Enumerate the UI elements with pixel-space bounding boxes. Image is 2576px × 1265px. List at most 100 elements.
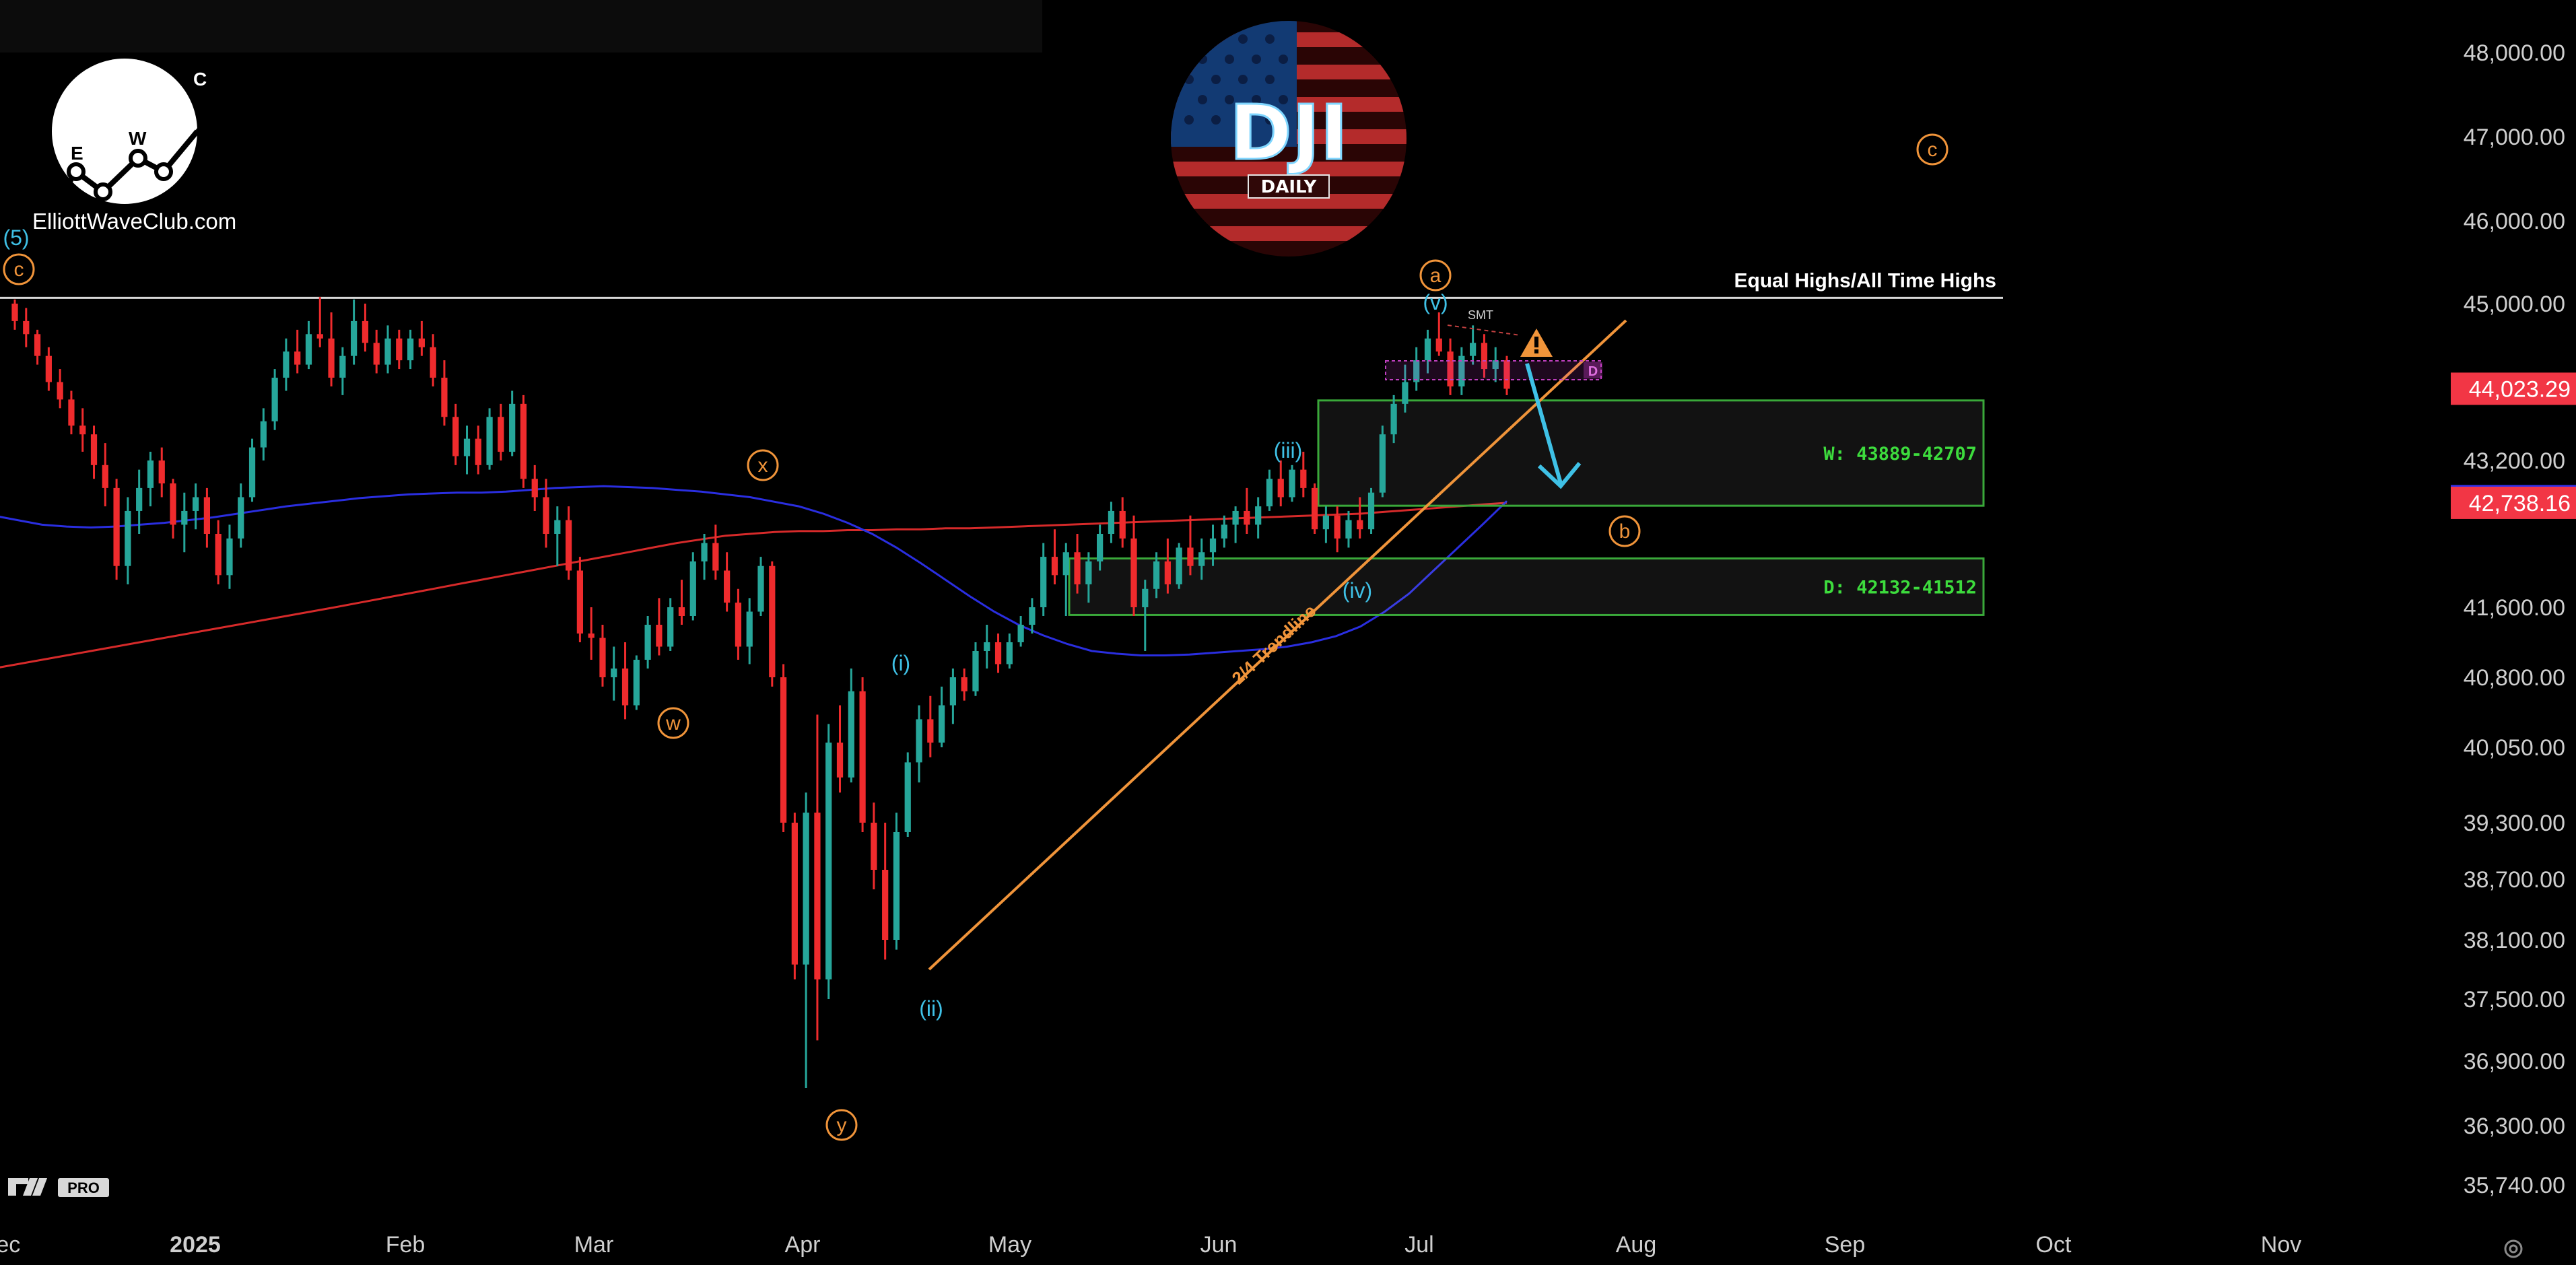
candle-body [1108, 510, 1115, 534]
wave-label-orange: a [1430, 265, 1442, 287]
platform-badge: PRO [8, 1175, 109, 1198]
candle-body [611, 669, 617, 677]
candle-body [916, 719, 922, 763]
candle-body [599, 638, 606, 677]
smt-line [1447, 324, 1521, 336]
x-tick-label: 2025 [170, 1232, 221, 1258]
d-tag: D [1588, 364, 1598, 379]
candle-body [859, 691, 866, 823]
price-tag-label: 44,023.29 [2469, 376, 2571, 402]
x-tick-label: Sep [1825, 1232, 1866, 1258]
candle-body [1300, 469, 1307, 488]
candle-body [814, 813, 821, 980]
candle-body [701, 543, 708, 561]
candle-body [1097, 534, 1104, 561]
candle-body [1142, 588, 1149, 607]
candle-body [1209, 538, 1217, 553]
wave-label-orange-ring [1419, 259, 1452, 292]
candle-body [226, 538, 233, 576]
candle-body [362, 320, 369, 343]
candle-body [1470, 343, 1477, 356]
candle-body [418, 338, 425, 347]
wave-label-orange-ring [747, 449, 779, 481]
candle-body [102, 465, 108, 488]
candle-body [125, 510, 131, 566]
gear-icon[interactable] [2501, 1236, 2526, 1262]
top-toolbar-strip [0, 0, 1042, 53]
candle-body [949, 677, 957, 706]
candle-body [565, 520, 572, 571]
candle-body [712, 543, 719, 571]
price-tag-ma-slow [2451, 486, 2576, 519]
y-tick-label: 47,000.00 [2464, 125, 2565, 150]
candle-body [475, 438, 481, 465]
projection-arrow-head [1537, 462, 1582, 489]
x-tick-label: Dec [0, 1232, 20, 1258]
x-tick-label: Oct [2036, 1232, 2072, 1258]
candle-body [452, 417, 459, 456]
candle-body [1289, 469, 1295, 498]
candle-body [328, 338, 335, 378]
resistance-layer: Equal Highs/All Time Highs [0, 269, 2003, 299]
candle-body [678, 607, 685, 616]
candle-body [1435, 338, 1442, 352]
y-tick-label: 45,000.00 [2464, 292, 2565, 317]
candle-body [79, 425, 86, 435]
trendline [928, 319, 1627, 971]
svg-text:W: W [129, 128, 147, 149]
candle-body [871, 823, 877, 870]
candle-body [667, 607, 674, 647]
candle-body [305, 334, 312, 365]
candle-body [11, 304, 18, 321]
x-tick-label: Mar [574, 1232, 614, 1258]
candle-body [972, 651, 979, 691]
candle-body [1402, 382, 1409, 404]
candle-body [1334, 515, 1341, 539]
marker-box [1385, 360, 1602, 380]
elliott-wave-club-logo: E W C [37, 50, 212, 226]
candle-body [463, 438, 471, 456]
candle-body [57, 382, 63, 400]
price-tag-label: 42,738.16 [2469, 491, 2571, 516]
svg-text:C: C [193, 69, 207, 90]
candle-body [520, 403, 527, 479]
candle-body [994, 642, 1002, 664]
candle-body [68, 399, 75, 426]
candle-body [1244, 510, 1250, 525]
zone-label: W: 43889-42707 [1823, 444, 1977, 465]
candle-body [1074, 552, 1081, 584]
zone-box [1317, 399, 1985, 507]
candle-body [34, 334, 41, 356]
candle-body [316, 334, 323, 339]
candle-body [1357, 520, 1363, 530]
x-tick-label: Nov [2261, 1232, 2301, 1258]
x-tick-label: Jun [1200, 1232, 1238, 1258]
candle-body [780, 677, 787, 823]
zones-layer: W: 43889-42707 D: 42132-41512 [1068, 399, 1985, 616]
candle-body [373, 343, 380, 365]
candle-body [147, 460, 154, 488]
wave-label-cyan: (v) [1423, 290, 1448, 314]
candle-body [1198, 552, 1205, 566]
svg-text:PRO: PRO [67, 1179, 100, 1196]
y-tick-label: 39,300.00 [2464, 811, 2565, 836]
candle-body [961, 677, 968, 691]
candle-body [769, 566, 776, 677]
candle-body [644, 625, 651, 660]
candle-body [1367, 492, 1375, 530]
candle-body [260, 421, 267, 448]
candle-body [531, 479, 538, 498]
candle-body [486, 417, 493, 465]
y-tick-label: 48,000.00 [2464, 40, 2565, 66]
candle-body [543, 497, 549, 534]
candle-body [430, 347, 436, 378]
candle-body [1277, 479, 1284, 498]
x-tick-label: Feb [386, 1232, 426, 1258]
wave-label-orange-ring [3, 253, 35, 285]
warning-icon-dot [1534, 349, 1538, 353]
candle-body [136, 487, 143, 511]
candle-body [396, 338, 403, 361]
d-tag-box [1584, 362, 1602, 378]
resistance-label: Equal Highs/All Time Highs [1734, 269, 1996, 292]
